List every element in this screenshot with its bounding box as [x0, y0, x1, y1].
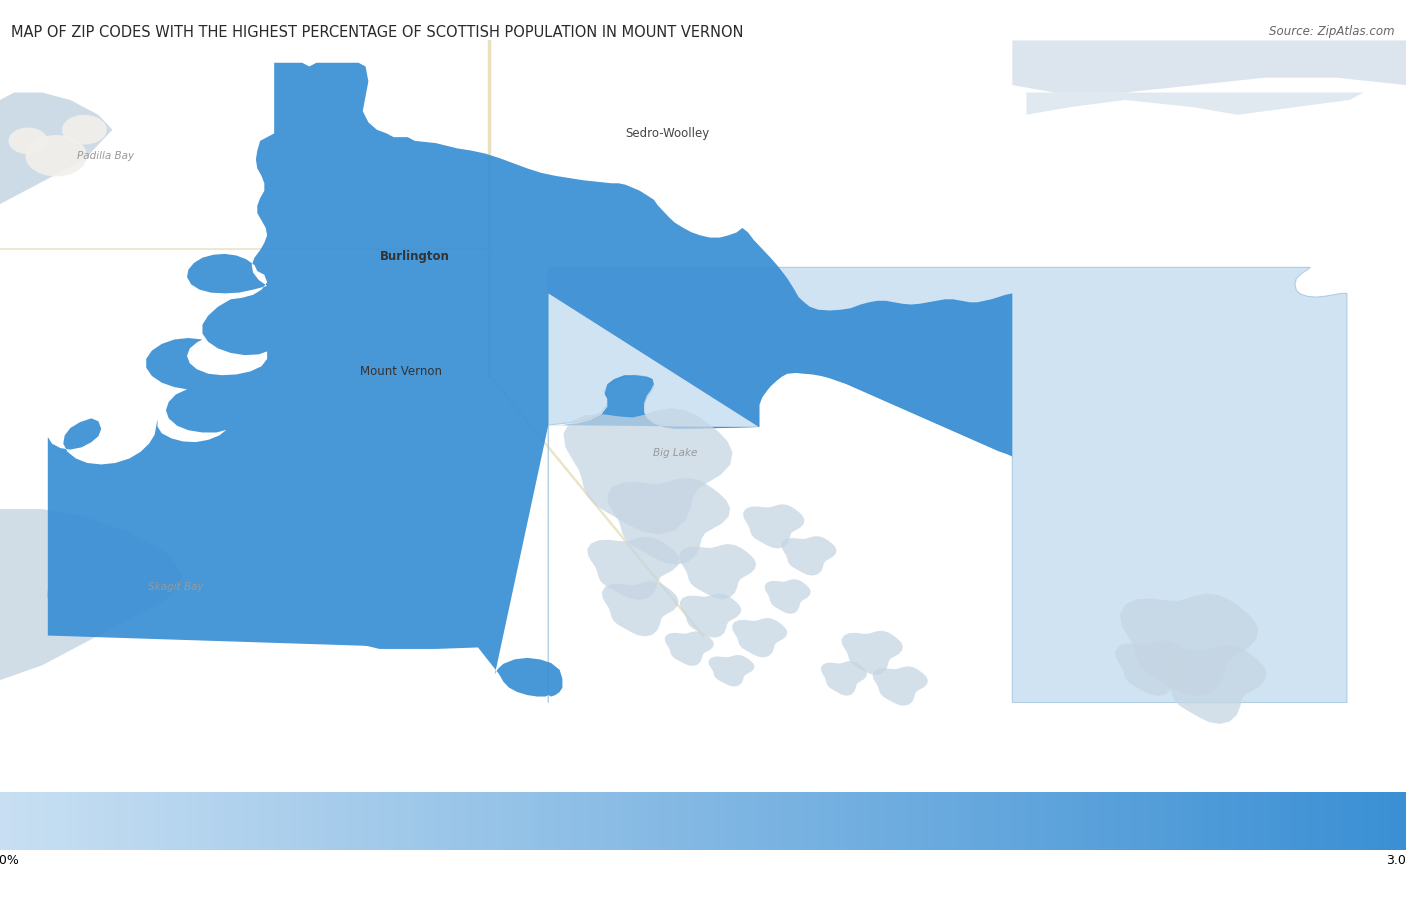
Polygon shape — [873, 666, 928, 706]
Polygon shape — [679, 544, 756, 600]
Polygon shape — [564, 408, 733, 535]
Polygon shape — [588, 537, 679, 600]
Polygon shape — [607, 478, 730, 565]
Polygon shape — [548, 267, 1347, 702]
Text: Padilla Bay: Padilla Bay — [77, 151, 134, 161]
Polygon shape — [1115, 641, 1192, 696]
Polygon shape — [25, 135, 87, 176]
Text: Mount Vernon: Mount Vernon — [360, 365, 441, 378]
Polygon shape — [1159, 645, 1267, 724]
Polygon shape — [765, 579, 811, 614]
Polygon shape — [0, 509, 183, 681]
Text: Burlington: Burlington — [380, 250, 450, 263]
Polygon shape — [1012, 40, 1406, 93]
Polygon shape — [665, 631, 714, 666]
Polygon shape — [1121, 593, 1258, 696]
Text: Sedro-Woolley: Sedro-Woolley — [626, 127, 710, 140]
Text: MAP OF ZIP CODES WITH THE HIGHEST PERCENTAGE OF SCOTTISH POPULATION IN MOUNT VER: MAP OF ZIP CODES WITH THE HIGHEST PERCEN… — [11, 25, 744, 40]
Text: Skagit Bay: Skagit Bay — [148, 583, 204, 592]
Polygon shape — [62, 115, 107, 145]
Polygon shape — [821, 661, 868, 696]
Polygon shape — [48, 63, 1012, 697]
Text: Source: ZipAtlas.com: Source: ZipAtlas.com — [1270, 25, 1395, 38]
Polygon shape — [0, 93, 112, 204]
Polygon shape — [602, 582, 679, 636]
Polygon shape — [733, 618, 787, 657]
Polygon shape — [8, 128, 48, 155]
Text: Big Lake: Big Lake — [652, 449, 697, 458]
Polygon shape — [841, 631, 903, 675]
Polygon shape — [742, 504, 804, 548]
Polygon shape — [1026, 93, 1364, 115]
Polygon shape — [782, 536, 837, 575]
Polygon shape — [679, 593, 741, 637]
Polygon shape — [709, 655, 755, 687]
